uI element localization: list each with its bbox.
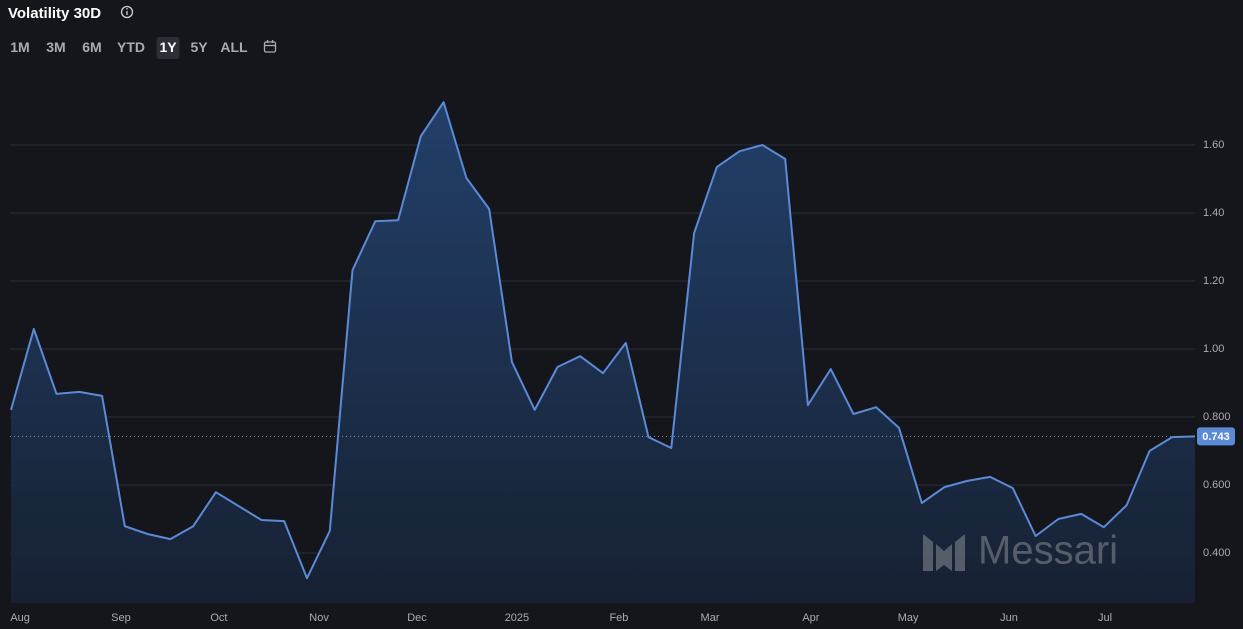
watermark: Messari — [923, 529, 1118, 573]
calendar-icon[interactable] — [263, 40, 277, 53]
x-tick-label: Nov — [309, 612, 329, 624]
range-button[interactable]: 5Y — [190, 39, 208, 55]
x-tick-label: Mar — [701, 612, 720, 624]
x-tick-label: Apr — [802, 612, 819, 624]
x-tick-label: Sep — [111, 612, 131, 624]
x-tick-label: Aug — [10, 612, 30, 624]
x-tick-label: Jun — [1000, 612, 1018, 624]
current-value-tag — [1197, 427, 1235, 446]
range-button[interactable]: 6M — [82, 39, 101, 55]
line — [10, 101, 1196, 580]
range-button-bg — [156, 37, 180, 59]
info-icon[interactable] — [120, 5, 134, 19]
y-tick-label: 1.60 — [1203, 139, 1224, 151]
x-tick-label: Dec — [407, 612, 427, 624]
current-value-label: 0.743 — [1202, 431, 1230, 443]
x-tick-label: Jul — [1098, 612, 1112, 624]
range-button[interactable]: 1M — [10, 39, 29, 55]
x-tick-label: 2025 — [505, 612, 529, 624]
x-tick-label: May — [898, 612, 919, 624]
title: Volatility 30D — [8, 5, 101, 22]
x-tick-label: Feb — [609, 612, 628, 624]
area — [11, 102, 1195, 603]
y-tick-label: 1.20 — [1203, 275, 1224, 287]
y-tick-label: 0.400 — [1203, 547, 1231, 559]
range-button[interactable]: 1Y — [159, 39, 177, 55]
y-tick-label: 0.600 — [1203, 479, 1231, 491]
y-tick-label: 1.00 — [1203, 343, 1224, 355]
y-tick-label: 1.40 — [1203, 207, 1224, 219]
y-tick-label: 0.800 — [1203, 411, 1231, 423]
watermark-text: Messari — [978, 529, 1118, 573]
x-tick-label: Oct — [210, 612, 227, 624]
range-button[interactable]: YTD — [117, 39, 145, 55]
range-button[interactable]: 3M — [46, 39, 65, 55]
range-button[interactable]: ALL — [220, 39, 248, 55]
